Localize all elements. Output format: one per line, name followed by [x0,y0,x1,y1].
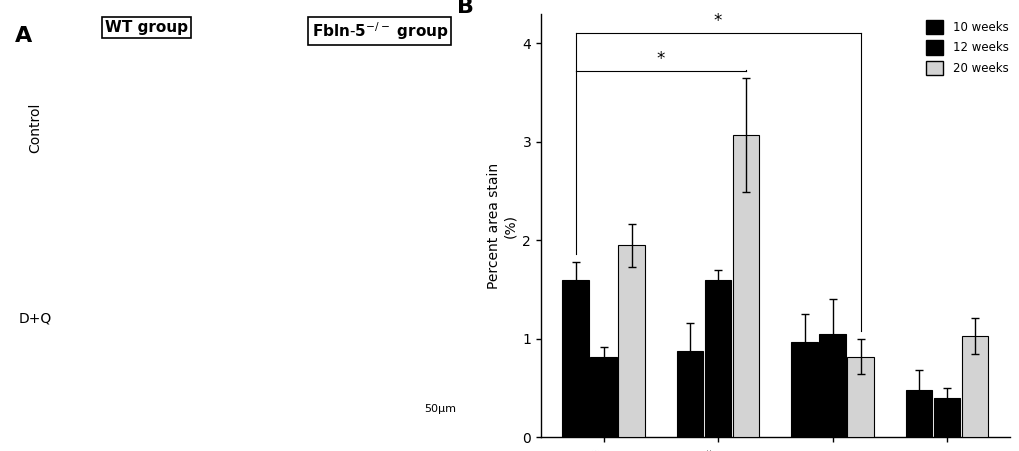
Text: B: B [457,0,473,17]
Bar [677,351,703,437]
Y-axis label: Percent area stain
(%): Percent area stain (%) [486,162,517,289]
Text: A: A [15,26,33,46]
Text: $\mathbf{Fbln}$-$\mathbf{5}^{-/-}$ $\mathbf{group}$: $\mathbf{Fbln}$-$\mathbf{5}^{-/-}$ $\mat… [311,20,447,41]
Text: WT group: WT group [105,20,189,35]
Text: D+Q: D+Q [19,312,52,326]
Legend: 10 weeks, 12 weeks, 20 weeks: 10 weeks, 12 weeks, 20 weeks [920,15,1012,80]
Bar [732,135,759,437]
Bar [561,280,588,437]
Bar [933,398,960,437]
Text: *: * [656,50,664,68]
Bar [704,280,731,437]
Bar [618,245,644,437]
Bar [818,334,845,437]
Text: *: * [713,12,721,30]
Text: 50μm: 50μm [423,404,455,414]
Bar [791,342,817,437]
Bar [905,390,931,437]
Bar [590,357,616,437]
Text: Control: Control [29,103,43,153]
Bar [847,357,873,437]
Bar [961,336,987,437]
